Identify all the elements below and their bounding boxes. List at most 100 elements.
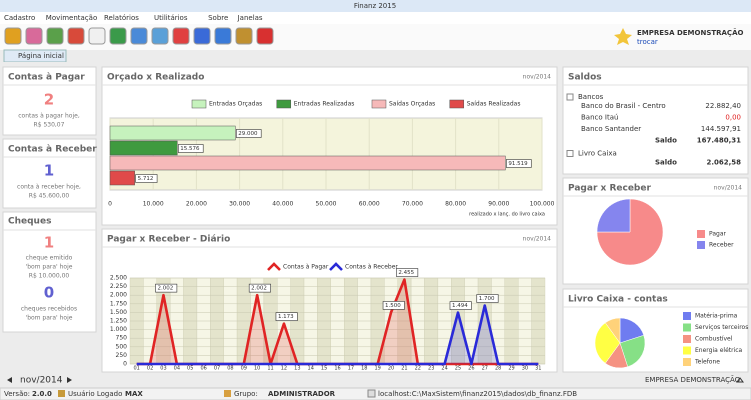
x-tick-label: 40.000 [272, 201, 293, 208]
panel [2, 138, 97, 209]
legend-label: Telefone [694, 359, 720, 366]
value-label: 1.700 [479, 296, 495, 302]
label-box [449, 301, 472, 310]
count: 1 [44, 234, 54, 252]
legend-label: Energia elétrica [695, 347, 743, 354]
legend-label: Serviços terceiros [695, 324, 748, 331]
text: cheques recebidos [21, 306, 77, 313]
tool-button[interactable] [88, 27, 106, 45]
total-value: 167.480,31 [697, 137, 741, 145]
tool-button[interactable] [193, 27, 211, 45]
tool-button[interactable] [151, 27, 169, 45]
legend-swatch [697, 230, 705, 238]
user-icon [58, 390, 65, 397]
tool-button[interactable] [130, 27, 148, 45]
legend-label: Entradas Realizadas [294, 101, 355, 108]
value-label: 2.002 [251, 286, 267, 292]
menu-item[interactable]: Janelas [237, 14, 263, 22]
area-fill [136, 305, 539, 364]
bar [109, 170, 135, 186]
x-tick-label: 20.000 [186, 201, 207, 208]
menu-item[interactable]: Movimentação [46, 14, 97, 22]
status-value: ADMINISTRADOR [268, 390, 336, 398]
tool-button[interactable] [67, 27, 85, 45]
x-tick-label: 17 [348, 366, 354, 372]
menu-item[interactable]: Relatórios [104, 14, 139, 22]
legend-swatch [683, 346, 691, 355]
legend-label: Matéria-prima [695, 313, 738, 320]
label-box [135, 174, 158, 183]
panel [2, 211, 97, 333]
x-tick-label: 0 [108, 201, 112, 208]
tab-label: Página inicial [18, 52, 64, 60]
x-tick-label: 27 [482, 366, 488, 372]
legend-swatch [683, 312, 691, 320]
bar [109, 125, 236, 141]
x-tick-label: 13 [294, 366, 300, 372]
panel-title: Contas à Pagar [8, 73, 85, 83]
x-tick-label: 04 [174, 366, 180, 372]
status-value: localhost:C:\MaxSistem\finanz2015\dados\… [378, 390, 577, 398]
tool-button[interactable] [235, 27, 253, 45]
tool-button[interactable] [214, 27, 232, 45]
toolbar-icons [4, 27, 274, 45]
legend-swatch [697, 241, 705, 249]
account-name: Banco Santander [581, 125, 641, 133]
account-balance: 144.597,91 [701, 125, 741, 133]
x-tick-label: 20 [388, 366, 394, 372]
x-tick-label: 70.000 [402, 201, 423, 208]
total-label: Saldo [655, 159, 677, 167]
x-tick-label: 80.000 [445, 201, 466, 208]
panel-title: Contas à Receber [8, 145, 97, 155]
axis-note: realizado x lanç. do livro caixa [469, 212, 545, 218]
next-arrow[interactable] [67, 377, 72, 383]
legend-swatch [683, 358, 691, 366]
legend-label: Pagar [709, 231, 727, 238]
chart-title: Orçado x Realizado [107, 73, 204, 83]
pie-slice [596, 198, 631, 233]
collapse-icon[interactable] [736, 377, 744, 383]
legend-label: Combustível [695, 336, 733, 343]
value-label: 15.576 [180, 146, 200, 152]
tool-button[interactable] [109, 27, 127, 45]
footer-company: EMPRESA DEMONSTRAÇÃO [645, 375, 741, 384]
x-tick-label: 10.000 [143, 201, 164, 208]
account-name: Banco Itaú [581, 114, 618, 122]
prev-arrow[interactable] [7, 377, 12, 383]
company-icon [614, 28, 632, 45]
value-label: 2.002 [157, 286, 173, 292]
label-box [382, 301, 405, 310]
tool-button[interactable] [25, 27, 43, 45]
legend-label: Saídas Realizadas [467, 101, 521, 108]
company-change[interactable]: trocar [637, 38, 658, 46]
legend-label: Contas à Receber [345, 264, 398, 271]
label-box [275, 312, 298, 321]
tool-button[interactable] [172, 27, 190, 45]
menu-item[interactable]: Sobre [208, 14, 228, 22]
menu-item[interactable]: Cadastro [4, 14, 35, 22]
collapse-box[interactable] [566, 93, 574, 101]
x-tick-label: 12 [281, 366, 287, 372]
db-icon [367, 389, 376, 398]
tool-button[interactable] [4, 27, 22, 45]
label-box [235, 129, 262, 138]
y-tick-label: 1.500 [110, 309, 127, 316]
legend-swatch [267, 262, 281, 271]
tool-button[interactable] [256, 27, 274, 45]
status-value: MAX [125, 390, 143, 398]
total-value: 2.062,58 [706, 159, 741, 167]
x-tick-label: 100.000 [530, 201, 555, 208]
menu-item[interactable]: Utilitários [154, 14, 188, 22]
value-label: 1.173 [278, 314, 294, 320]
x-tick-label: 19 [374, 366, 380, 372]
period: nov/2014 [20, 376, 63, 386]
label-box [248, 283, 271, 293]
x-tick-label: 11 [267, 366, 273, 372]
collapse-box[interactable] [566, 150, 574, 157]
value-label: 1.500 [385, 303, 401, 309]
tool-button[interactable] [46, 27, 64, 45]
group-icon [224, 390, 231, 397]
x-tick-label: 30 [522, 366, 528, 372]
